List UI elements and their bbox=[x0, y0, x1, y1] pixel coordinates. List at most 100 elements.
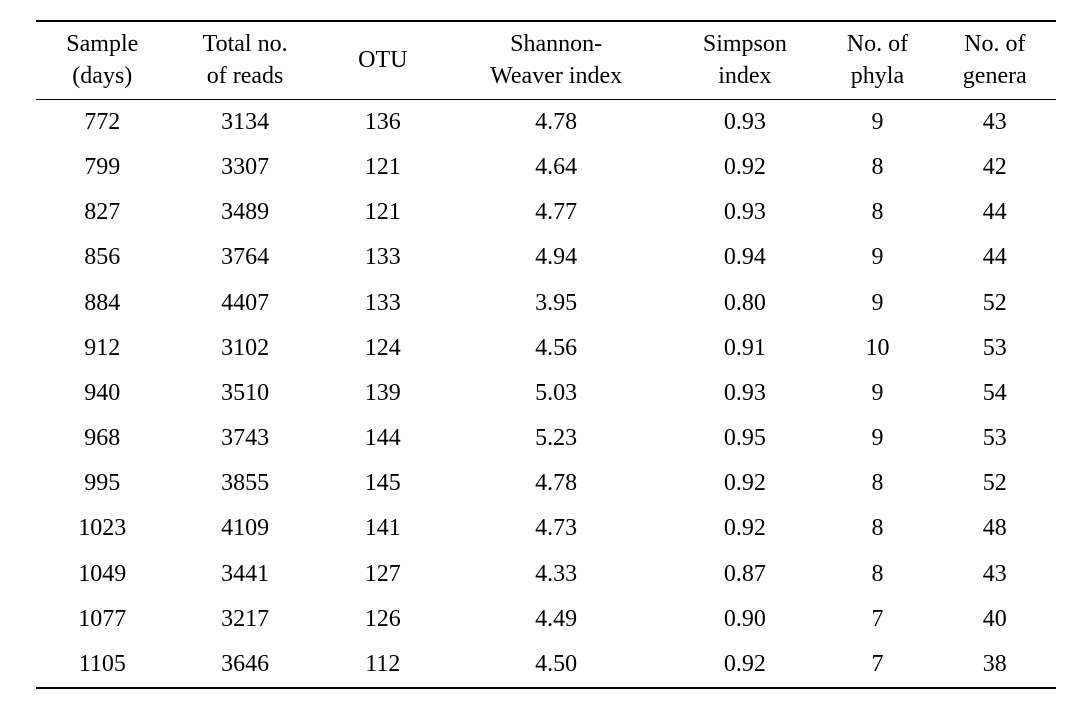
cell-r11-c6: 40 bbox=[934, 597, 1056, 642]
cell-r10-c5: 8 bbox=[821, 552, 933, 597]
cell-r12-c1: 3646 bbox=[169, 642, 322, 688]
cell-r10-c4: 0.87 bbox=[668, 552, 821, 597]
cell-r8-c4: 0.92 bbox=[668, 461, 821, 506]
cell-r9-c1: 4109 bbox=[169, 506, 322, 551]
cell-r8-c6: 52 bbox=[934, 461, 1056, 506]
cell-r11-c3: 4.49 bbox=[444, 597, 668, 642]
cell-r8-c3: 4.78 bbox=[444, 461, 668, 506]
cell-r9-c4: 0.92 bbox=[668, 506, 821, 551]
cell-r11-c5: 7 bbox=[821, 597, 933, 642]
col-header-4-line2: index bbox=[672, 60, 817, 92]
cell-r9-c2: 141 bbox=[322, 506, 444, 551]
cell-r5-c3: 4.56 bbox=[444, 326, 668, 371]
col-header-5-line1: No. of bbox=[825, 28, 929, 60]
table-header-row: Sample(days)Total no.of readsOTUShannon-… bbox=[36, 21, 1056, 99]
cell-r5-c2: 124 bbox=[322, 326, 444, 371]
cell-r1-c4: 0.92 bbox=[668, 145, 821, 190]
table-body: 77231341364.780.9394379933071214.640.928… bbox=[36, 99, 1056, 688]
cell-r7-c4: 0.95 bbox=[668, 416, 821, 461]
cell-r1-c0: 799 bbox=[36, 145, 169, 190]
col-header-0-line2: (days) bbox=[40, 60, 165, 92]
table-row: 91231021244.560.911053 bbox=[36, 326, 1056, 371]
cell-r10-c3: 4.33 bbox=[444, 552, 668, 597]
cell-r10-c2: 127 bbox=[322, 552, 444, 597]
cell-r12-c0: 1105 bbox=[36, 642, 169, 688]
table-row: 102341091414.730.92848 bbox=[36, 506, 1056, 551]
cell-r11-c4: 0.90 bbox=[668, 597, 821, 642]
cell-r6-c3: 5.03 bbox=[444, 371, 668, 416]
cell-r7-c3: 5.23 bbox=[444, 416, 668, 461]
cell-r0-c2: 136 bbox=[322, 99, 444, 145]
table-row: 104934411274.330.87843 bbox=[36, 552, 1056, 597]
cell-r6-c6: 54 bbox=[934, 371, 1056, 416]
cell-r11-c2: 126 bbox=[322, 597, 444, 642]
col-header-2-line1: OTU bbox=[326, 44, 440, 76]
cell-r7-c6: 53 bbox=[934, 416, 1056, 461]
col-header-1-line2: of reads bbox=[173, 60, 318, 92]
cell-r2-c4: 0.93 bbox=[668, 190, 821, 235]
table-row: 107732171264.490.90740 bbox=[36, 597, 1056, 642]
table-row: 96837431445.230.95953 bbox=[36, 416, 1056, 461]
cell-r8-c5: 8 bbox=[821, 461, 933, 506]
cell-r10-c1: 3441 bbox=[169, 552, 322, 597]
cell-r0-c0: 772 bbox=[36, 99, 169, 145]
cell-r1-c5: 8 bbox=[821, 145, 933, 190]
col-header-0-line1: Sample bbox=[40, 28, 165, 60]
cell-r9-c3: 4.73 bbox=[444, 506, 668, 551]
col-header-2: OTU bbox=[322, 21, 444, 99]
cell-r8-c0: 995 bbox=[36, 461, 169, 506]
cell-r0-c5: 9 bbox=[821, 99, 933, 145]
col-header-6-line2: genera bbox=[938, 60, 1052, 92]
cell-r4-c5: 9 bbox=[821, 281, 933, 326]
col-header-6: No. ofgenera bbox=[934, 21, 1056, 99]
table-row: 79933071214.640.92842 bbox=[36, 145, 1056, 190]
cell-r0-c6: 43 bbox=[934, 99, 1056, 145]
diversity-table: Sample(days)Total no.of readsOTUShannon-… bbox=[36, 20, 1056, 689]
cell-r3-c0: 856 bbox=[36, 235, 169, 280]
cell-r7-c5: 9 bbox=[821, 416, 933, 461]
cell-r0-c4: 0.93 bbox=[668, 99, 821, 145]
cell-r12-c6: 38 bbox=[934, 642, 1056, 688]
cell-r9-c0: 1023 bbox=[36, 506, 169, 551]
col-header-6-line1: No. of bbox=[938, 28, 1052, 60]
cell-r4-c3: 3.95 bbox=[444, 281, 668, 326]
cell-r2-c1: 3489 bbox=[169, 190, 322, 235]
cell-r5-c4: 0.91 bbox=[668, 326, 821, 371]
cell-r3-c6: 44 bbox=[934, 235, 1056, 280]
cell-r2-c3: 4.77 bbox=[444, 190, 668, 235]
cell-r7-c1: 3743 bbox=[169, 416, 322, 461]
cell-r6-c2: 139 bbox=[322, 371, 444, 416]
col-header-4: Simpsonindex bbox=[668, 21, 821, 99]
col-header-3-line2: Weaver index bbox=[448, 60, 664, 92]
cell-r7-c2: 144 bbox=[322, 416, 444, 461]
cell-r4-c6: 52 bbox=[934, 281, 1056, 326]
cell-r2-c0: 827 bbox=[36, 190, 169, 235]
cell-r4-c0: 884 bbox=[36, 281, 169, 326]
col-header-5: No. ofphyla bbox=[821, 21, 933, 99]
cell-r4-c4: 0.80 bbox=[668, 281, 821, 326]
cell-r1-c3: 4.64 bbox=[444, 145, 668, 190]
cell-r9-c6: 48 bbox=[934, 506, 1056, 551]
cell-r1-c1: 3307 bbox=[169, 145, 322, 190]
cell-r0-c3: 4.78 bbox=[444, 99, 668, 145]
col-header-3-line1: Shannon- bbox=[448, 28, 664, 60]
cell-r6-c4: 0.93 bbox=[668, 371, 821, 416]
cell-r4-c1: 4407 bbox=[169, 281, 322, 326]
cell-r5-c0: 912 bbox=[36, 326, 169, 371]
cell-r8-c1: 3855 bbox=[169, 461, 322, 506]
diversity-table-container: Sample(days)Total no.of readsOTUShannon-… bbox=[0, 0, 1092, 709]
table-row: 88444071333.950.80952 bbox=[36, 281, 1056, 326]
col-header-3: Shannon-Weaver index bbox=[444, 21, 668, 99]
cell-r1-c2: 121 bbox=[322, 145, 444, 190]
table-row: 94035101395.030.93954 bbox=[36, 371, 1056, 416]
cell-r10-c6: 43 bbox=[934, 552, 1056, 597]
col-header-4-line1: Simpson bbox=[672, 28, 817, 60]
table-row: 85637641334.940.94944 bbox=[36, 235, 1056, 280]
cell-r6-c1: 3510 bbox=[169, 371, 322, 416]
cell-r7-c0: 968 bbox=[36, 416, 169, 461]
col-header-1: Total no.of reads bbox=[169, 21, 322, 99]
table-row: 99538551454.780.92852 bbox=[36, 461, 1056, 506]
cell-r2-c5: 8 bbox=[821, 190, 933, 235]
cell-r12-c2: 112 bbox=[322, 642, 444, 688]
table-row: 82734891214.770.93844 bbox=[36, 190, 1056, 235]
